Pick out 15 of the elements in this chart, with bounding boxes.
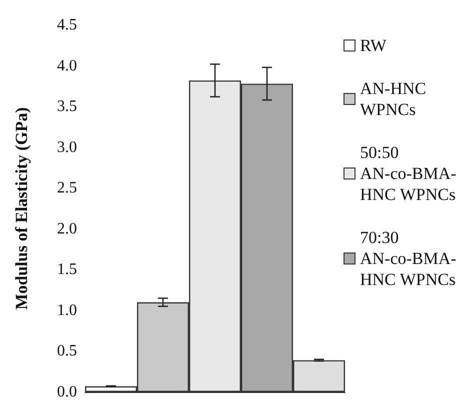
legend-label: 50:50 AN-co-BMA-HNC WPNCs [360, 143, 457, 204]
y-tick-label: 1.5 [57, 261, 77, 278]
y-tick-label: 2.0 [57, 220, 77, 238]
y-tick-label: 0.5 [57, 342, 77, 360]
y-tick-label: 4.0 [57, 57, 77, 74]
y-axis-title: Modulus of Elasticity (GPa) [12, 107, 31, 310]
legend-label: AN-HNC WPNCs [360, 79, 430, 119]
y-tick-label: 4.5 [57, 16, 77, 34]
y-tick-label: 3.0 [57, 138, 77, 156]
y-tick-label: 1.0 [57, 302, 77, 319]
y-tick-label: 2.5 [57, 180, 77, 197]
legend-label: RW [360, 36, 388, 55]
y-tick-label: 0.0 [57, 384, 77, 400]
y-tick-label: 3.5 [57, 98, 77, 116]
legend-label: 70:30 AN-co-BMA-HNC WPNCs [360, 228, 457, 289]
